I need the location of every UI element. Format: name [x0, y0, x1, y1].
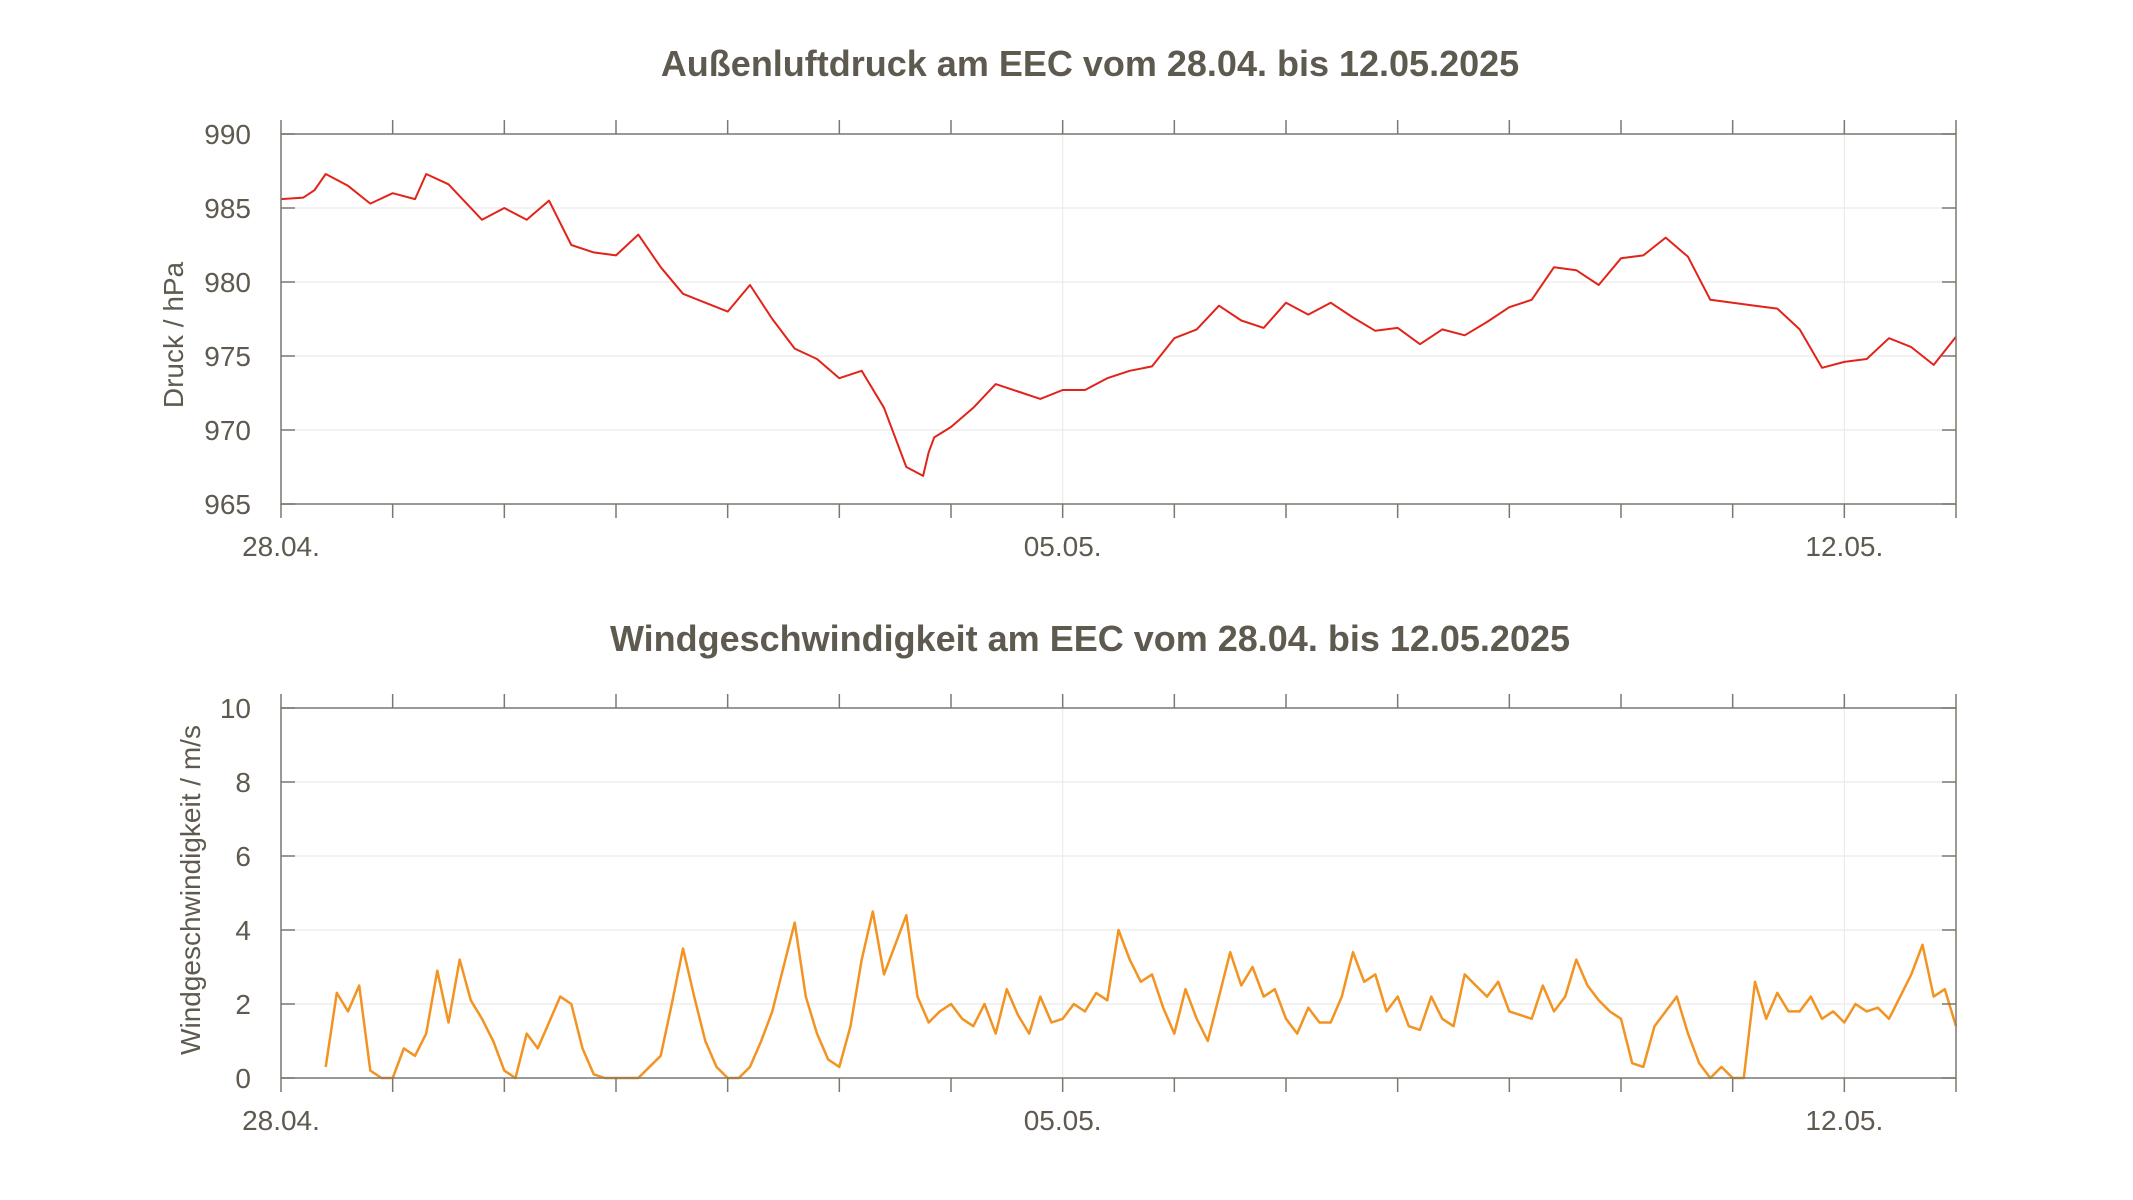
- y-tick-label: 965: [204, 489, 251, 520]
- y-tick-label: 2: [235, 989, 251, 1020]
- y-tick-label: 975: [204, 341, 251, 372]
- y-tick-label: 980: [204, 267, 251, 298]
- series-line: [324, 910, 1958, 1080]
- x-tick-label: 28.04.: [242, 531, 320, 562]
- y-tick-label: 985: [204, 193, 251, 224]
- chart-title: Außenluftdruck am EEC vom 28.04. bis 12.…: [661, 43, 1519, 84]
- y-tick-label: 6: [235, 841, 251, 872]
- y-tick-label: 10: [220, 693, 251, 724]
- wind-chart: Windgeschwindigkeit am EEC vom 28.04. bi…: [175, 618, 1958, 1136]
- series-line: [280, 173, 1957, 477]
- x-tick-label: 12.05.: [1805, 1105, 1883, 1136]
- x-tick-label: 05.05.: [1024, 1105, 1102, 1136]
- pressure-chart: Außenluftdruck am EEC vom 28.04. bis 12.…: [158, 43, 1957, 562]
- x-tick-label: 12.05.: [1805, 531, 1883, 562]
- y-axis-label: Druck / hPa: [158, 261, 189, 408]
- x-tick-label: 28.04.: [242, 1105, 320, 1136]
- y-tick-label: 970: [204, 415, 251, 446]
- y-tick-label: 0: [235, 1063, 251, 1094]
- chart-title: Windgeschwindigkeit am EEC vom 28.04. bi…: [610, 618, 1570, 659]
- y-tick-label: 8: [235, 767, 251, 798]
- y-tick-label: 4: [235, 915, 251, 946]
- y-tick-label: 990: [204, 119, 251, 150]
- x-tick-label: 05.05.: [1024, 531, 1102, 562]
- plot-frame: [280, 133, 1957, 505]
- plot-frame: [280, 707, 1957, 1079]
- y-axis-label: Windgeschwindigkeit / m/s: [175, 725, 206, 1055]
